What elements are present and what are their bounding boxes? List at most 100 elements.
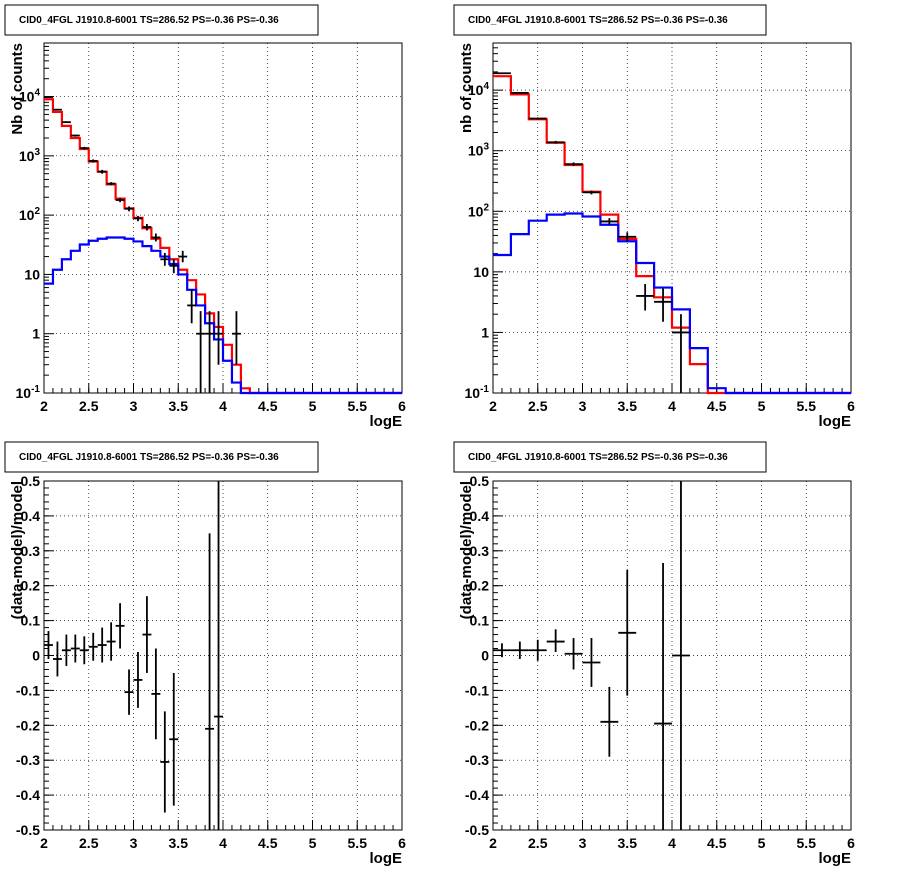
y-tick-label: -0.3 xyxy=(16,752,40,768)
x-tick-label: 4.5 xyxy=(707,835,727,851)
data-point xyxy=(600,218,619,225)
data-point xyxy=(214,311,223,365)
y-tick-label: 103 xyxy=(19,147,41,164)
title-box xyxy=(453,441,767,473)
x-tick-label: 2 xyxy=(489,398,497,414)
y-tick-label: -0.4 xyxy=(465,787,489,803)
data-point xyxy=(618,232,637,242)
chart-title: CID0_4FGL J1910.8-6001 TS=286.52 PS=-0.3… xyxy=(468,452,728,463)
data-point xyxy=(61,121,71,124)
data-point xyxy=(52,641,62,677)
data-point xyxy=(44,631,53,659)
y-tick-label: 0.1 xyxy=(470,613,490,629)
y-tick-label: 0.2 xyxy=(21,578,41,594)
y-axis-label: nb of counts xyxy=(458,43,475,133)
x-tick-label: 2.5 xyxy=(79,398,99,414)
x-tick-label: 3 xyxy=(130,835,138,851)
y-tick-label: 10 xyxy=(24,266,40,282)
x-axis-label: logE xyxy=(370,413,403,430)
data-point xyxy=(564,638,583,670)
data-point xyxy=(79,146,89,150)
data-point xyxy=(106,182,116,186)
y-tick-label: 0 xyxy=(481,648,489,664)
data-point xyxy=(169,672,179,806)
data-point xyxy=(79,636,89,665)
histogram-series-2 xyxy=(44,236,402,395)
x-tick-label: 2 xyxy=(489,835,497,851)
data-point xyxy=(493,72,511,75)
data-point xyxy=(124,206,134,212)
data-point xyxy=(205,533,215,830)
x-tick-label: 2.5 xyxy=(528,835,548,851)
x-tick-label: 4.5 xyxy=(258,398,278,414)
x-tick-label: 3.5 xyxy=(169,835,189,851)
x-tick-label: 3.5 xyxy=(618,398,638,414)
data-point xyxy=(160,711,170,813)
y-tick-label: -0.1 xyxy=(465,682,489,698)
data-point xyxy=(582,638,601,687)
data-point xyxy=(510,92,529,94)
data-point xyxy=(510,641,529,659)
data-point xyxy=(600,686,619,757)
data-point xyxy=(142,596,152,673)
y-tick-label: 10-1 xyxy=(465,384,490,401)
x-tick-label: 2 xyxy=(40,398,48,414)
x-tick-label: 5.5 xyxy=(348,835,368,851)
y-tick-label: -0.2 xyxy=(16,717,40,733)
data-point xyxy=(618,569,637,696)
x-tick-label: 2.5 xyxy=(79,835,99,851)
x-tick-label: 3 xyxy=(579,835,587,851)
x-tick-label: 5 xyxy=(758,398,766,414)
data-point xyxy=(493,643,511,658)
data-point xyxy=(546,140,565,144)
plot-frame xyxy=(492,42,852,394)
x-tick-label: 4.5 xyxy=(258,835,278,851)
x-tick-label: 3 xyxy=(130,398,138,414)
y-tick-label: 0.3 xyxy=(21,543,41,559)
x-tick-label: 6 xyxy=(847,398,855,414)
data-point xyxy=(151,648,161,740)
data-point xyxy=(528,639,547,661)
x-tick-label: 2.5 xyxy=(528,398,548,414)
data-point xyxy=(44,96,53,98)
x-tick-label: 6 xyxy=(398,835,406,851)
y-axis-label: Nb of counts xyxy=(9,43,26,135)
data-point xyxy=(196,311,206,393)
data-point xyxy=(214,481,223,830)
x-tick-label: 2 xyxy=(40,835,48,851)
y-tick-label: 0.5 xyxy=(21,473,41,489)
panel-4: CID0_4FGL J1910.8-6001 TS=286.52 PS=-0.3… xyxy=(453,441,855,867)
x-axis-label: logE xyxy=(370,850,403,867)
data-point xyxy=(654,563,672,830)
data-point xyxy=(70,134,80,137)
y-tick-label: -0.3 xyxy=(465,752,489,768)
x-tick-label: 5 xyxy=(309,835,317,851)
y-tick-label: 0.1 xyxy=(21,613,41,629)
y-tick-label: 0.2 xyxy=(470,578,490,594)
panel-1: CID0_4FGL J1910.8-6001 TS=286.52 PS=-0.3… xyxy=(4,4,406,430)
x-tick-label: 5.5 xyxy=(797,835,817,851)
y-tick-label: 104 xyxy=(19,88,41,105)
y-tick-label: 10 xyxy=(473,264,489,280)
y-tick-label: -0.5 xyxy=(465,822,489,838)
y-tick-label: 0.4 xyxy=(21,508,41,524)
data-point xyxy=(88,632,98,661)
x-tick-label: 6 xyxy=(847,835,855,851)
x-tick-label: 3.5 xyxy=(618,835,638,851)
y-tick-label: 1 xyxy=(481,324,489,340)
y-tick-label: 0.5 xyxy=(470,473,490,489)
chart-title: CID0_4FGL J1910.8-6001 TS=286.52 PS=-0.3… xyxy=(468,15,728,26)
data-point xyxy=(636,284,655,311)
data-point xyxy=(187,289,197,324)
title-box xyxy=(4,4,319,36)
x-tick-label: 5 xyxy=(758,835,766,851)
x-tick-label: 4 xyxy=(219,398,227,414)
y-tick-label: 0.4 xyxy=(470,508,490,524)
data-point xyxy=(582,190,601,195)
x-tick-label: 4 xyxy=(668,398,676,414)
data-point xyxy=(528,117,547,120)
data-point xyxy=(106,622,116,661)
y-tick-label: 0 xyxy=(32,648,40,664)
data-point xyxy=(52,108,62,111)
